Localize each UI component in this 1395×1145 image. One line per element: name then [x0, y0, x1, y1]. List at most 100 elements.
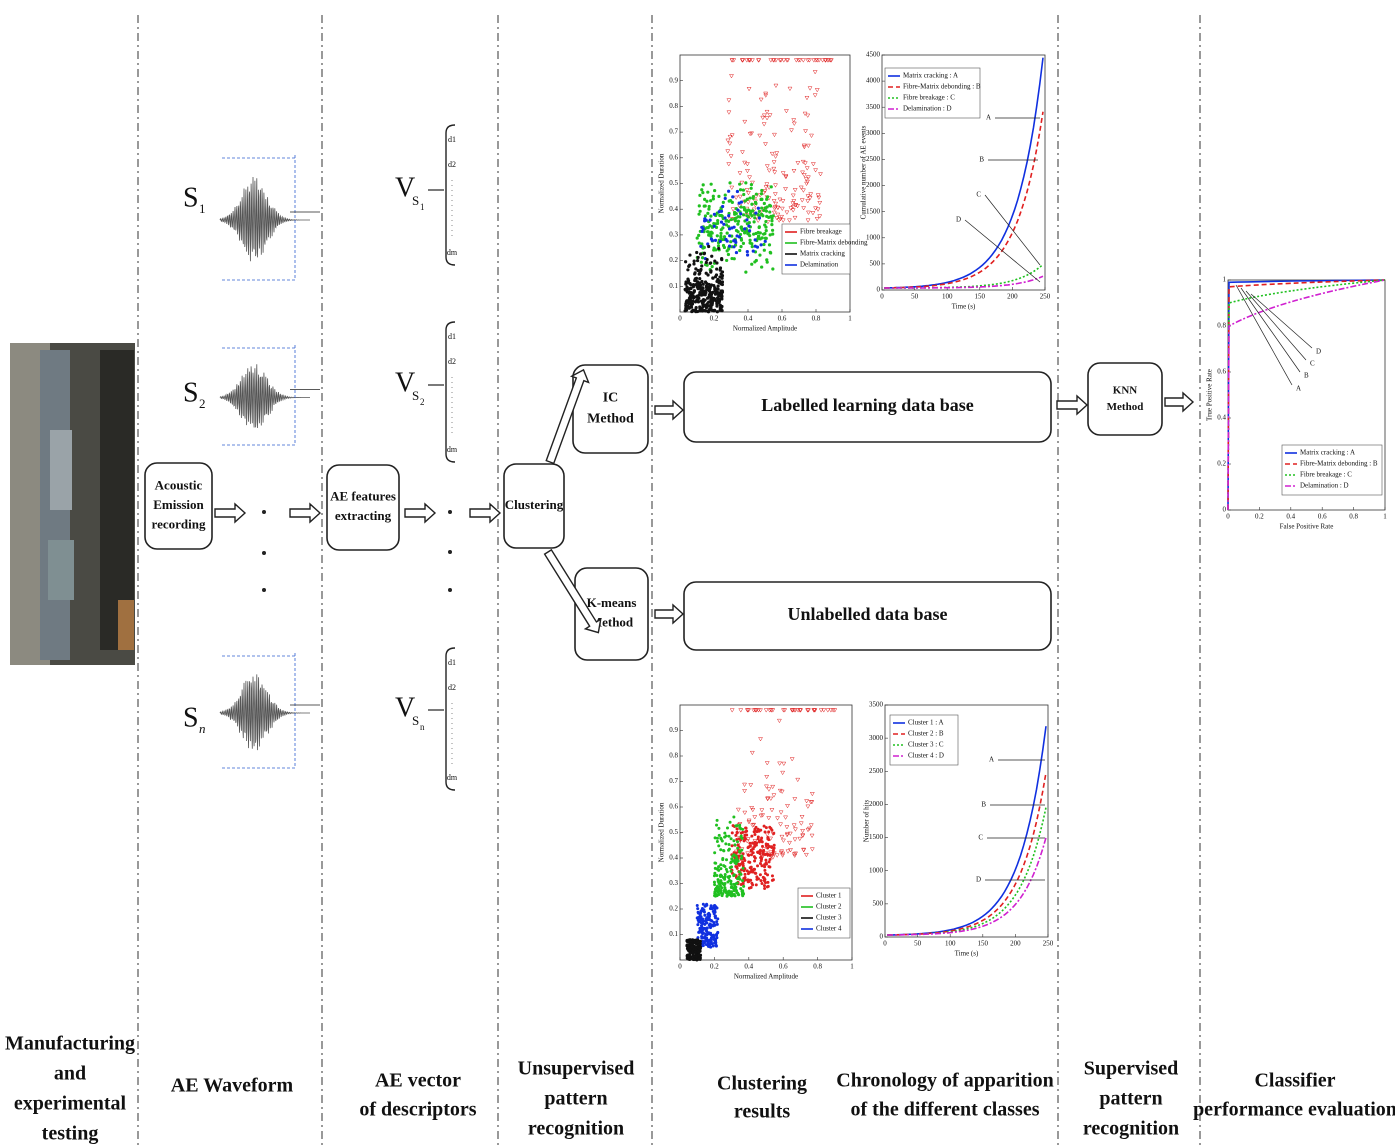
scatter-dot — [711, 265, 714, 268]
vector-component: d2 — [448, 160, 456, 169]
y-tick-label: 0.5 — [669, 828, 678, 836]
scatter-dot — [707, 915, 710, 918]
scatter-dot — [717, 827, 720, 830]
scatter-dot — [714, 239, 717, 242]
scatter-dot — [693, 271, 696, 274]
scatter-dot — [761, 840, 764, 843]
scatter-dot — [760, 189, 763, 192]
y-tick-label: 0.3 — [669, 231, 678, 239]
scatter-dot — [743, 231, 746, 234]
scatter-dot — [726, 239, 729, 242]
scatter-dot — [764, 225, 767, 228]
x-tick-label: 0.4 — [1286, 513, 1295, 521]
column-label: of the different classes — [850, 1099, 1039, 1121]
x-tick-label: 0.8 — [1349, 513, 1358, 521]
scatter-dot — [729, 821, 732, 824]
scatter-dot — [698, 241, 701, 244]
scatter-dot — [698, 309, 701, 312]
scatter-dot — [695, 282, 698, 285]
scatter-dot — [719, 848, 722, 851]
scatter-dot — [771, 874, 774, 877]
scatter-dot — [758, 226, 761, 229]
legend-label: Cluster 3 : C — [908, 741, 944, 749]
scatter-dot — [720, 289, 723, 292]
scatter-dot — [756, 246, 759, 249]
y-tick-label: 0.7 — [669, 128, 678, 136]
scatter-dot — [725, 223, 728, 226]
column-label: results — [734, 1101, 791, 1123]
scatter-dot — [688, 292, 691, 295]
scatter-dot — [747, 860, 750, 863]
scatter-dot — [755, 844, 758, 847]
scatter-dot — [743, 869, 746, 872]
annotation: D — [1316, 348, 1321, 356]
scatter-dot — [741, 837, 744, 840]
column-label: Supervised — [1084, 1058, 1178, 1080]
scatter-dot — [701, 191, 704, 194]
scatter-dot — [761, 236, 764, 239]
scatter-dot — [744, 271, 747, 274]
scatter-dot — [754, 238, 757, 241]
scatter-dot — [703, 198, 706, 201]
scatter-dot — [713, 894, 716, 897]
scatter-dot — [706, 230, 709, 233]
diagram-content: ManufacturingandexperimentaltestingAE Wa… — [5, 51, 1395, 1145]
x-tick-label: 0.2 — [1255, 513, 1264, 521]
flow-arrow — [655, 605, 683, 623]
scatter-dot — [699, 942, 702, 945]
legend-label: Fibre breakage : C — [1300, 471, 1352, 479]
scatter-dot — [765, 229, 768, 232]
column-label: Clustering — [717, 1073, 807, 1095]
box-label: Method — [587, 412, 634, 427]
flow-arrow — [1057, 396, 1087, 414]
scatter-dot — [710, 293, 713, 296]
scatter-dot — [754, 202, 757, 205]
scatter-dot — [687, 265, 690, 268]
scatter-dot — [750, 835, 753, 838]
scatter-dot — [749, 210, 752, 213]
scatter-dot — [755, 883, 758, 886]
x-tick-label: 0 — [678, 963, 682, 971]
box-label: recording — [152, 516, 206, 531]
scatter-dot — [730, 865, 733, 868]
column-label: testing — [42, 1123, 99, 1145]
scatter-dot — [684, 307, 687, 310]
scatter-dot — [760, 192, 763, 195]
scatter-dot — [707, 295, 710, 298]
box-label: IC — [603, 391, 619, 406]
x-tick-label: 150 — [978, 940, 989, 948]
annotation: B — [979, 156, 984, 164]
y-tick-label: 2500 — [869, 767, 884, 775]
x-tick-label: 0.6 — [778, 315, 787, 323]
scatter-dot — [741, 831, 744, 834]
scatter-dot — [740, 883, 743, 886]
annotation: C — [978, 834, 983, 842]
scatter-dot — [753, 868, 756, 871]
scatter-dot — [700, 924, 703, 927]
scatter-dot — [707, 226, 710, 229]
scatter-dot — [711, 303, 714, 306]
scatter-dot — [728, 244, 731, 247]
x-tick-label: 0 — [678, 315, 682, 323]
scatter-dot — [718, 309, 721, 312]
scatter-dot — [763, 232, 766, 235]
column-label: pattern — [1099, 1088, 1162, 1110]
scatter-dot — [692, 262, 695, 265]
scatter-dot — [717, 878, 720, 881]
scatter-dot — [713, 883, 716, 886]
x-tick-label: 1 — [1383, 513, 1387, 521]
scatter-dot — [736, 827, 739, 830]
mini-plot: 0501001502002500500100015002000250030003… — [860, 51, 1051, 311]
scatter-dot — [747, 215, 750, 218]
scatter-dot — [723, 246, 726, 249]
scatter-dot — [730, 886, 733, 889]
scatter-dot — [729, 861, 732, 864]
y-tick-label: 0.8 — [1217, 322, 1226, 330]
scatter-dot — [709, 214, 712, 217]
scatter-dot — [745, 834, 748, 837]
scatter-dot — [770, 185, 773, 188]
scatter-dot — [716, 917, 719, 920]
scatter-dot — [752, 851, 755, 854]
column-label: and — [54, 1063, 86, 1085]
x-tick-label: 0.6 — [1318, 513, 1327, 521]
